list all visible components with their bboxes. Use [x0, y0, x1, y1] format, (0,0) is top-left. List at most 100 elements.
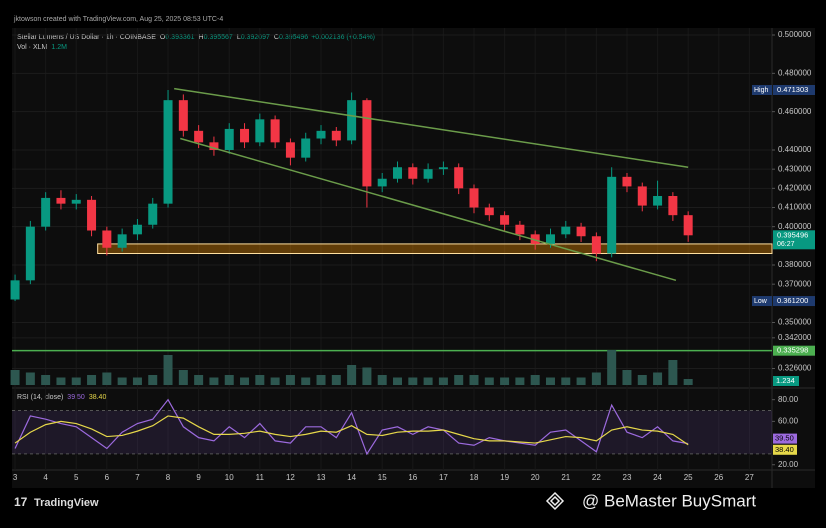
x-tick-label: 14 — [347, 473, 356, 482]
ohlc: O0.393361 H0.395567 L0.392097 C0.395496 — [160, 34, 308, 41]
candle-body — [209, 142, 219, 150]
y-tick-label: 0.480000 — [778, 68, 812, 77]
marker-sub-label: 06:27 — [777, 241, 795, 248]
volume-bar — [576, 377, 586, 385]
volume-bar — [178, 370, 188, 385]
candle-body — [438, 167, 448, 170]
candle-body — [163, 100, 173, 204]
y-tick-label: 0.410000 — [778, 203, 812, 212]
x-tick-label: 10 — [225, 473, 234, 482]
x-tick-label: 22 — [592, 473, 601, 482]
support-zone — [97, 243, 773, 255]
marker-box — [773, 296, 815, 307]
y-tick-label: 80.00 — [778, 395, 799, 404]
volume-bar — [393, 377, 403, 385]
volume-bar — [500, 377, 510, 385]
x-tick-label: 8 — [166, 473, 171, 482]
volume-label-box — [773, 376, 799, 386]
x-tick-label: 20 — [531, 473, 540, 482]
x-tick-label: 21 — [561, 473, 570, 482]
candle-body — [25, 226, 35, 281]
volume-bar — [87, 375, 97, 385]
marker-label: 0.361200 — [777, 296, 808, 305]
candle-body — [607, 176, 617, 254]
candle-body — [270, 119, 280, 143]
x-tick-label: 15 — [378, 473, 387, 482]
x-tick-label: 13 — [317, 473, 326, 482]
volume-bar — [301, 377, 311, 385]
marker-name-box — [752, 296, 772, 307]
volume-bar — [56, 377, 66, 385]
y-tick-label: 0.350000 — [778, 318, 812, 327]
rsi-band — [12, 410, 772, 454]
ohlc-value: 0.395567 — [204, 34, 233, 41]
trendline — [180, 137, 677, 282]
volume-bar — [469, 375, 479, 385]
volume-bar — [209, 377, 219, 385]
x-tick-label: 26 — [714, 473, 723, 482]
ohlc-value: 0.395496 — [279, 34, 308, 41]
y-tick-label: 0.400000 — [778, 222, 812, 231]
rsi-label-box — [773, 433, 797, 444]
y-tick-label: 0.430000 — [778, 164, 812, 173]
marker-label: 0.471303 — [777, 85, 808, 94]
y-tick-label: 60.00 — [778, 416, 799, 425]
watermark: @ BeMaster BuySmart — [582, 491, 756, 510]
candle-body — [454, 167, 464, 189]
x-tick-label: 27 — [745, 473, 754, 482]
candle-body — [240, 128, 250, 143]
volume-bar — [240, 377, 250, 385]
rsi-title: RSI (14, close) — [17, 394, 63, 401]
volume-bar — [148, 375, 158, 385]
marker-box — [773, 345, 815, 356]
candle-body — [87, 199, 97, 231]
volume-bar — [653, 372, 663, 385]
volume-bar — [117, 377, 127, 385]
candle-body — [591, 236, 601, 254]
watermark-logo — [545, 491, 565, 511]
volume-bar — [591, 372, 601, 385]
brand: 17 TradingView — [14, 495, 99, 509]
change: +0.002136 (+0.54%) — [311, 34, 375, 41]
ohlc-key: O — [160, 34, 166, 41]
marker-label: 0.395496 — [777, 230, 808, 239]
volume-bar — [163, 355, 173, 385]
x-tick-label: 17 — [439, 473, 448, 482]
volume-bar — [331, 375, 341, 385]
rsi-label: 39.50 — [775, 434, 794, 443]
candle-body — [102, 230, 112, 248]
x-tick-label: 24 — [653, 473, 662, 482]
symbol-name: Stellar Lumens / US Dollar · 1h · COINBA… — [17, 34, 156, 41]
x-tick-label: 3 — [13, 473, 18, 482]
rsi-line — [14, 415, 689, 446]
candle-body — [71, 199, 81, 204]
volume-bar — [102, 372, 112, 385]
y-tick-label: 0.440000 — [778, 145, 812, 154]
volume-bar — [423, 377, 433, 385]
marker-label: 0.335298 — [777, 346, 808, 355]
volume-bar — [484, 377, 494, 385]
candle-body — [194, 130, 204, 143]
rsi-ma-value: 38.40 — [89, 394, 107, 401]
chart-panel — [12, 28, 815, 488]
volume-bar — [347, 365, 357, 385]
candle-body — [255, 119, 265, 143]
volume-legend: Vol · XLM 1.2M — [17, 44, 67, 51]
volume-bar — [637, 375, 647, 385]
x-tick-label: 5 — [74, 473, 79, 482]
candle-body — [530, 234, 540, 244]
volume-bar — [530, 375, 540, 385]
volume-bar — [515, 377, 525, 385]
candle-body — [561, 226, 571, 235]
x-tick-label: 18 — [470, 473, 479, 482]
candle-body — [56, 197, 66, 204]
candle-body — [469, 188, 479, 208]
brand-name: TradingView — [34, 497, 99, 509]
candle-body — [545, 234, 555, 244]
volume-bar — [454, 375, 464, 385]
candle-body — [362, 100, 372, 187]
volume-bar — [607, 350, 617, 385]
y-tick-label: 0.500000 — [778, 30, 812, 39]
candle-body — [637, 186, 647, 206]
marker-name: High — [754, 87, 769, 94]
